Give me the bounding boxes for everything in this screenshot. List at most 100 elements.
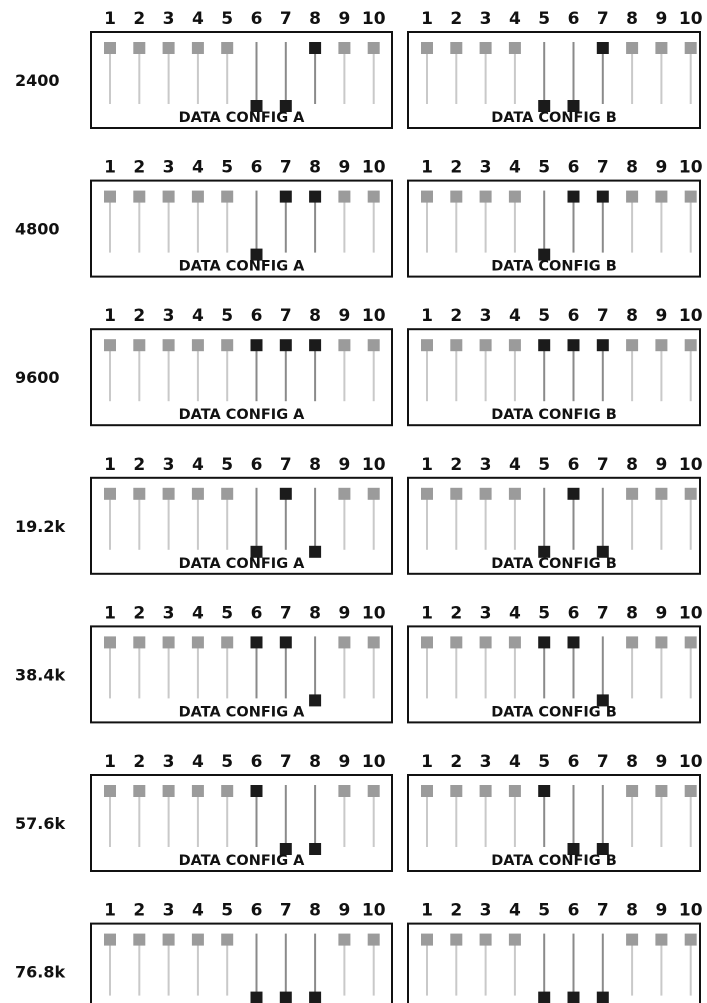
config-label: DATA CONFIG A — [179, 259, 306, 275]
dip-switch-9-up — [655, 933, 668, 996]
dip-switch-7-down — [596, 636, 609, 707]
switch-number: 1 — [421, 603, 433, 623]
dip-switch-6-down — [567, 933, 580, 1003]
switch-number: 7 — [597, 603, 609, 623]
dip-switch-1-up — [104, 339, 116, 402]
baud-rate-label: 76.8k — [15, 963, 65, 982]
switch-number: 7 — [597, 9, 609, 29]
switch-number: 3 — [480, 752, 492, 772]
switch-number: 7 — [597, 901, 609, 921]
switch-number: 4 — [509, 455, 521, 475]
dip-switch-10-up — [684, 933, 697, 996]
dip-switch-1-up — [421, 785, 433, 847]
dip-switch-10-up — [684, 190, 697, 253]
dip-switch-5-down — [538, 487, 551, 558]
switch-number: 3 — [163, 158, 175, 178]
switch-number: 8 — [626, 901, 638, 921]
switch-number: 6 — [251, 752, 263, 772]
dip-switch-10-up — [367, 339, 380, 402]
switch-housing — [407, 625, 701, 724]
dip-switch-3-up — [162, 487, 175, 550]
switch-number: 10 — [362, 455, 386, 475]
dip-switch-1-up — [104, 785, 116, 847]
switch-number: 7 — [280, 158, 292, 178]
switch-number: 10 — [362, 158, 386, 178]
switch-number: 10 — [362, 9, 386, 29]
dip-switch-2-up — [450, 933, 463, 996]
switch-number: 8 — [309, 9, 321, 29]
switch-number: 6 — [568, 901, 580, 921]
dip-switch-7-up-on — [596, 339, 609, 402]
switch-number: 9 — [655, 603, 667, 623]
switch-number: 1 — [421, 752, 433, 772]
dip-switch-6-up-on — [567, 487, 580, 550]
switch-number: 3 — [480, 158, 492, 178]
dip-switch-4-up — [508, 190, 521, 253]
baud-rate-row: 76.8k — [15, 963, 65, 982]
dip-switch-8-up — [626, 487, 639, 550]
dip-switch-2-up — [133, 636, 146, 699]
dip-switch-6-up-on — [567, 339, 580, 402]
dip-switch-7-down — [279, 933, 292, 1003]
dip-switch-6-up-on — [250, 785, 263, 847]
dip-switch-5-up — [221, 42, 234, 104]
switch-number: 7 — [280, 9, 292, 29]
switch-number: 8 — [309, 158, 321, 178]
switch-number: 4 — [192, 158, 204, 178]
switch-number: 10 — [362, 306, 386, 326]
switch-number: 1 — [421, 306, 433, 326]
dip-switch-6-up-on — [567, 190, 580, 253]
dip-switch-1-up — [104, 190, 116, 253]
switch-number: 9 — [338, 9, 350, 29]
dip-switch-5-up-on — [538, 636, 551, 699]
dip-switch-2-up — [450, 487, 463, 550]
dip-switch-7-up-on — [279, 636, 292, 699]
dip-switch-1-up — [104, 487, 116, 550]
switch-number: 3 — [163, 603, 175, 623]
switch-number: 7 — [280, 306, 292, 326]
dip-switch-7-down — [596, 487, 609, 558]
dip-switch-9-up — [655, 785, 668, 847]
dip-switch-2-up — [450, 339, 463, 402]
dip-switch-2-up — [133, 785, 146, 847]
switch-number: 8 — [626, 306, 638, 326]
dip-switch-3-up — [162, 785, 175, 847]
switch-number: 8 — [309, 455, 321, 475]
switch-number: 10 — [679, 603, 703, 623]
switch-number: 5 — [538, 901, 550, 921]
switch-housing — [407, 31, 701, 129]
switch-housing — [90, 179, 393, 278]
switch-number: 3 — [480, 9, 492, 29]
dip-switch-1-up — [421, 933, 433, 996]
config-label: DATA CONFIG B — [491, 110, 617, 126]
dip-switch-10-up — [684, 785, 697, 847]
dip-switch-4-up — [191, 785, 204, 847]
dip-switch-8-up — [626, 785, 639, 847]
switch-number: 2 — [450, 158, 462, 178]
baud-rate-row: 19.2k — [15, 517, 65, 536]
switch-number: 7 — [597, 158, 609, 178]
dip-switch-2-up — [133, 190, 146, 253]
switch-housing — [90, 328, 393, 427]
dip-switch-9-up — [655, 339, 668, 402]
switch-number: 10 — [362, 603, 386, 623]
dip-switch-7-down — [279, 42, 292, 112]
dip-switch-3-up — [162, 42, 175, 104]
switch-number: 3 — [480, 901, 492, 921]
dip-switch-3-up — [479, 933, 492, 996]
switch-number: 2 — [133, 306, 145, 326]
dip-switch-7-up-on — [279, 487, 292, 550]
baud-rate-label: 38.4k — [15, 665, 65, 684]
dip-switch-10-up — [684, 339, 697, 402]
config-label: DATA CONFIG B — [491, 407, 617, 423]
config-label: DATA CONFIG A — [179, 1002, 306, 1003]
switch-number: 1 — [421, 455, 433, 475]
switch-housing — [407, 476, 701, 575]
config-label: DATA CONFIG A — [179, 853, 306, 869]
dip-switch-4-up — [508, 42, 521, 104]
